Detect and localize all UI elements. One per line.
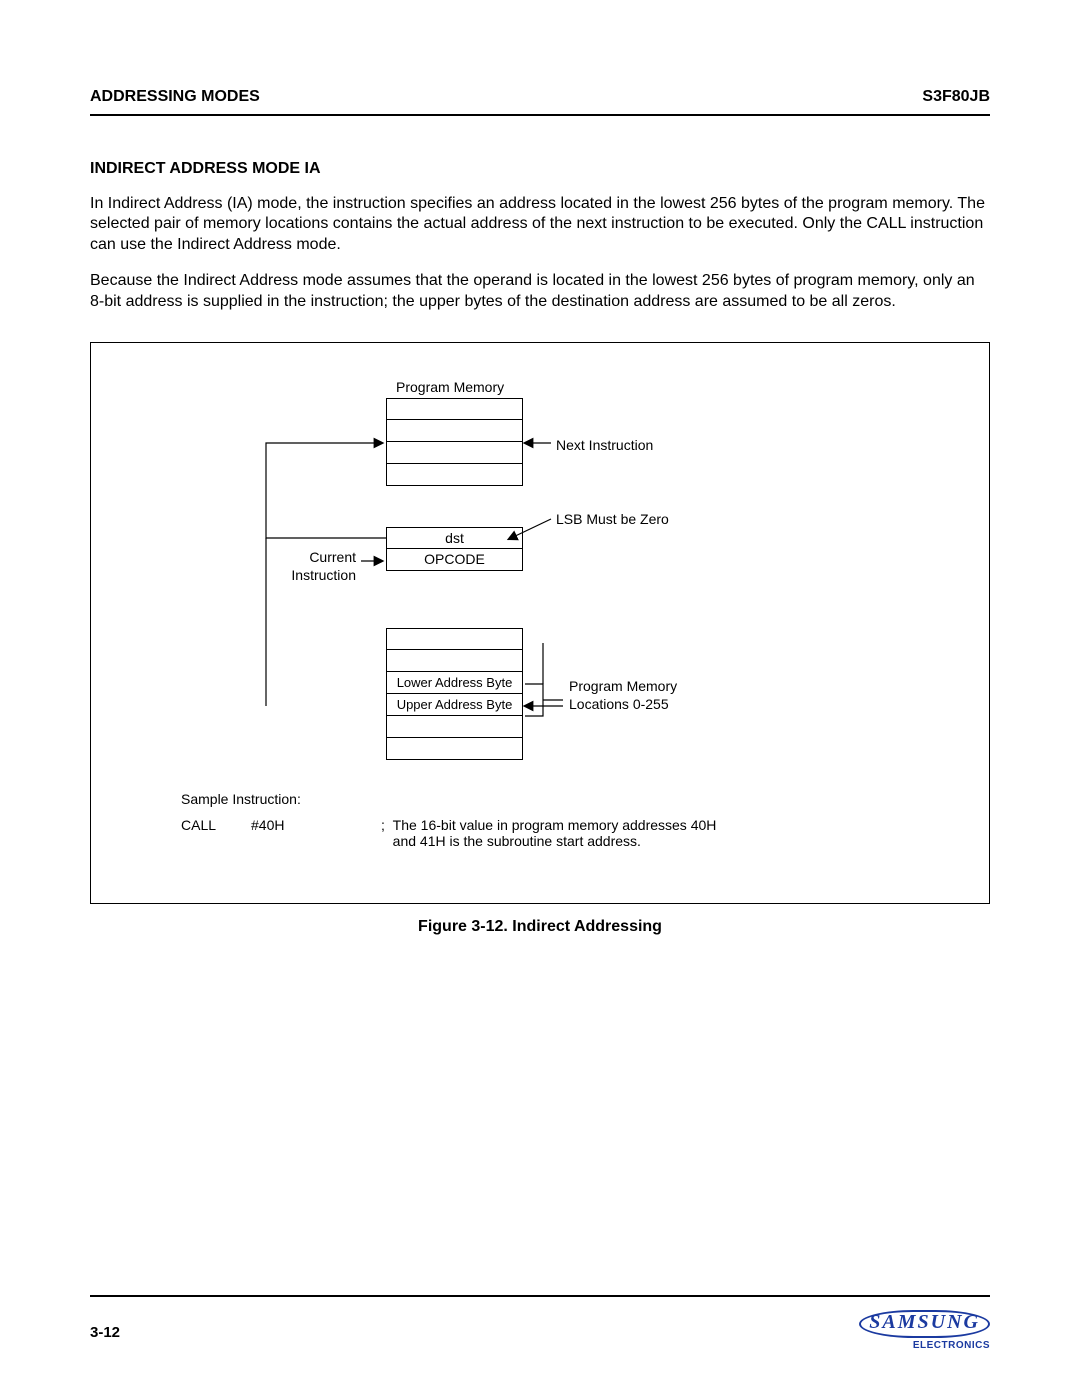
header-right: S3F80JB xyxy=(922,88,990,106)
paragraph-2: Because the Indirect Address mode assume… xyxy=(90,271,990,312)
section-title: INDIRECT ADDRESS MODE IA xyxy=(90,160,990,178)
sample-comment-line1: The 16-bit value in program memory addre… xyxy=(393,817,717,833)
sample-operand: #40H xyxy=(251,817,381,849)
figure-box: Program Memory dst OPCODE Lower Address … xyxy=(90,342,990,904)
sample-comment: ; The 16-bit value in program memory add… xyxy=(381,817,949,849)
figure-caption: Figure 3-12. Indirect Addressing xyxy=(90,918,990,936)
footer-rule xyxy=(90,1295,990,1297)
page-number: 3-12 xyxy=(90,1324,120,1341)
sample-heading: Sample Instruction: xyxy=(181,791,949,807)
sample-comment-line2: and 41H is the subroutine start address. xyxy=(393,833,641,849)
brand-sub: ELECTRONICS xyxy=(859,1340,990,1351)
sample-mnemonic: CALL xyxy=(181,817,251,849)
sample-instruction: Sample Instruction: CALL #40H ; The 16-b… xyxy=(181,791,949,849)
header-left: ADDRESSING MODES xyxy=(90,88,260,106)
sample-comment-prefix: ; xyxy=(381,817,385,833)
brand-text: SAMSUNG xyxy=(869,1311,980,1333)
samsung-logo-icon: SAMSUNG xyxy=(859,1310,990,1338)
sample-row: CALL #40H ; The 16-bit value in program … xyxy=(181,817,949,849)
brand-logo: SAMSUNG ELECTRONICS xyxy=(859,1310,990,1351)
page: ADDRESSING MODES S3F80JB INDIRECT ADDRES… xyxy=(0,0,1080,1397)
paragraph-1: In Indirect Address (IA) mode, the instr… xyxy=(90,194,990,255)
header-row: ADDRESSING MODES S3F80JB xyxy=(90,88,990,116)
